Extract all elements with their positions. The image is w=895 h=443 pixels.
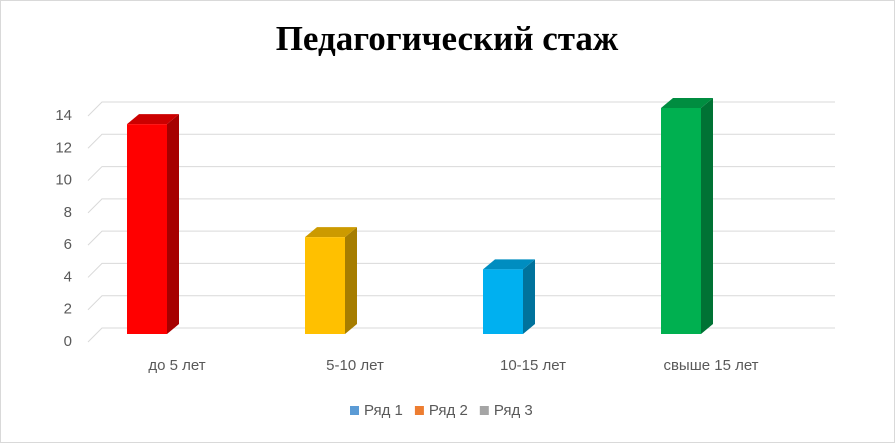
bar-front xyxy=(483,269,523,334)
grid-line xyxy=(87,295,835,311)
chart-title: Педагогический стаж xyxy=(276,19,619,58)
bar xyxy=(483,259,535,334)
bar-top xyxy=(127,114,179,125)
x-tick-label: до 5 лет xyxy=(148,357,205,374)
y-tick-label: 12 xyxy=(55,139,72,156)
bar-top xyxy=(483,259,535,270)
bar-top xyxy=(661,98,713,108)
bar-front xyxy=(661,108,701,334)
legend-swatch xyxy=(414,406,424,415)
y-tick-label: 0 xyxy=(64,333,72,350)
y-tick-label: 2 xyxy=(64,301,72,318)
bar-top xyxy=(305,227,357,238)
bar-side xyxy=(167,114,179,335)
grid-line xyxy=(87,230,835,246)
bar xyxy=(305,227,357,334)
y-tick-label: 8 xyxy=(64,204,72,221)
legend-label: Ряд 2 xyxy=(429,402,468,419)
bar xyxy=(127,114,179,335)
bar-side xyxy=(345,227,357,334)
bar-side xyxy=(523,259,535,334)
x-tick-label: 10-15 лет xyxy=(500,357,566,374)
bar-front xyxy=(305,237,345,334)
grid-line xyxy=(87,101,835,117)
y-tick-label: 4 xyxy=(64,268,72,285)
grid-line xyxy=(87,262,835,278)
x-tick-label: свыше 15 лет xyxy=(663,357,758,374)
legend-label: Ряд 3 xyxy=(494,402,533,419)
legend-swatch xyxy=(479,406,489,415)
y-tick-label: 6 xyxy=(64,236,72,253)
legend-swatch xyxy=(350,406,359,415)
grid-line xyxy=(87,166,835,181)
bar-side xyxy=(701,98,713,334)
legend-label: Ряд 1 xyxy=(364,402,403,419)
y-tick-label: 10 xyxy=(55,172,72,189)
x-tick-label: 5-10 лет xyxy=(326,357,384,374)
grid-line xyxy=(87,133,835,149)
bar xyxy=(661,98,713,334)
bar-front xyxy=(127,124,167,335)
grid-line xyxy=(87,198,835,214)
grid-line xyxy=(87,327,835,343)
y-tick-label: 14 xyxy=(55,107,72,124)
